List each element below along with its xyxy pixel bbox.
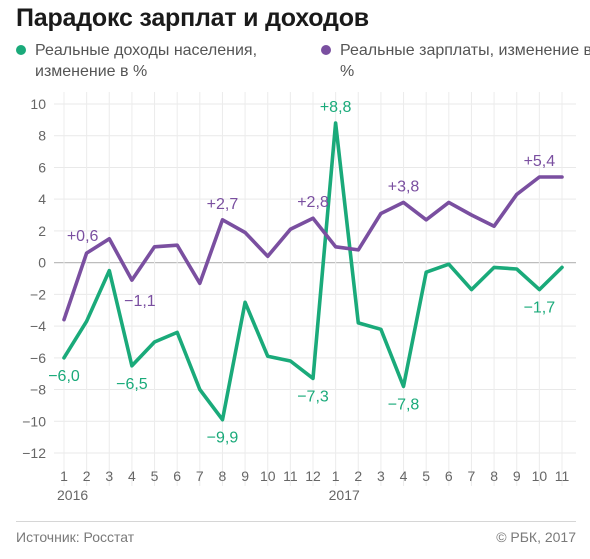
y-tick-label: 8 (38, 128, 46, 144)
y-tick-label: 2 (38, 223, 46, 239)
legend-label-incomes: Реальные доходы населения, изменение в % (35, 42, 258, 80)
legend-label-wages: Реальные зарплаты, изменение в % (340, 42, 590, 80)
y-tick-label: 4 (38, 191, 46, 207)
x-tick-label: 12 (305, 468, 321, 484)
x-tick-label: 5 (422, 468, 430, 484)
data-label-incomes: −1,7 (524, 300, 556, 317)
x-tick-label: 8 (219, 468, 227, 484)
source-note: Источник: Росстат (16, 529, 135, 545)
footer-divider (16, 521, 576, 522)
x-tick-label: 10 (260, 468, 276, 484)
data-label-incomes: −6,5 (116, 376, 148, 393)
series-line-incomes (62, 121, 564, 422)
series-line-wages (62, 175, 564, 322)
x-tick-label: 7 (468, 468, 476, 484)
y-tick-label: −6 (30, 350, 46, 366)
data-label-incomes: −7,3 (297, 388, 329, 405)
x-tick-label: 8 (490, 468, 498, 484)
data-label-wages: +2,7 (207, 196, 239, 213)
x-tick-label: 9 (241, 468, 249, 484)
x-year-label: 2017 (329, 487, 360, 503)
x-year-label: 2016 (57, 487, 88, 503)
y-tick-label: 0 (38, 255, 46, 271)
data-label-wages: +2,8 (297, 194, 329, 211)
data-label-incomes: −7,8 (388, 396, 420, 413)
x-tick-label: 6 (445, 468, 453, 484)
y-tick-label: −4 (30, 318, 46, 334)
data-label-incomes: −6,0 (48, 368, 80, 385)
x-tick-label: 9 (513, 468, 521, 484)
x-tick-label: 1 (332, 468, 340, 484)
legend-swatch-wages (321, 45, 331, 55)
x-tick-label: 2 (354, 468, 362, 484)
data-label-wages: −1,1 (124, 293, 156, 310)
y-tick-label: 10 (30, 96, 46, 112)
y-tick-label: −10 (22, 413, 46, 429)
data-label-wages: +3,8 (388, 178, 420, 195)
data-label-wages: +5,4 (524, 153, 556, 170)
x-tick-label: 1 (60, 468, 68, 484)
x-tick-label: 11 (555, 468, 570, 484)
chart-title: Парадокс зарплат и доходов (16, 4, 369, 32)
x-tick-label: 4 (128, 468, 136, 484)
copyright-note: © РБК, 2017 (496, 529, 576, 545)
data-label-wages: +0,6 (67, 228, 99, 245)
x-tick-label: 3 (105, 468, 113, 484)
x-tick-label: 5 (151, 468, 159, 484)
x-tick-label: 3 (377, 468, 385, 484)
x-tick-label: 11 (283, 468, 298, 484)
x-tick-label: 4 (400, 468, 408, 484)
y-tick-label: −12 (22, 445, 46, 461)
y-tick-label: 6 (38, 159, 46, 175)
x-tick-label: 10 (532, 468, 548, 484)
x-tick-label: 7 (196, 468, 204, 484)
legend-swatch-incomes (16, 45, 26, 55)
x-tick-label: 6 (173, 468, 181, 484)
data-label-incomes: −9,9 (207, 430, 239, 447)
data-label-incomes: +8,8 (320, 99, 352, 116)
x-tick-label: 2 (83, 468, 91, 484)
y-tick-label: −2 (30, 286, 46, 302)
y-tick-label: −8 (30, 382, 46, 398)
